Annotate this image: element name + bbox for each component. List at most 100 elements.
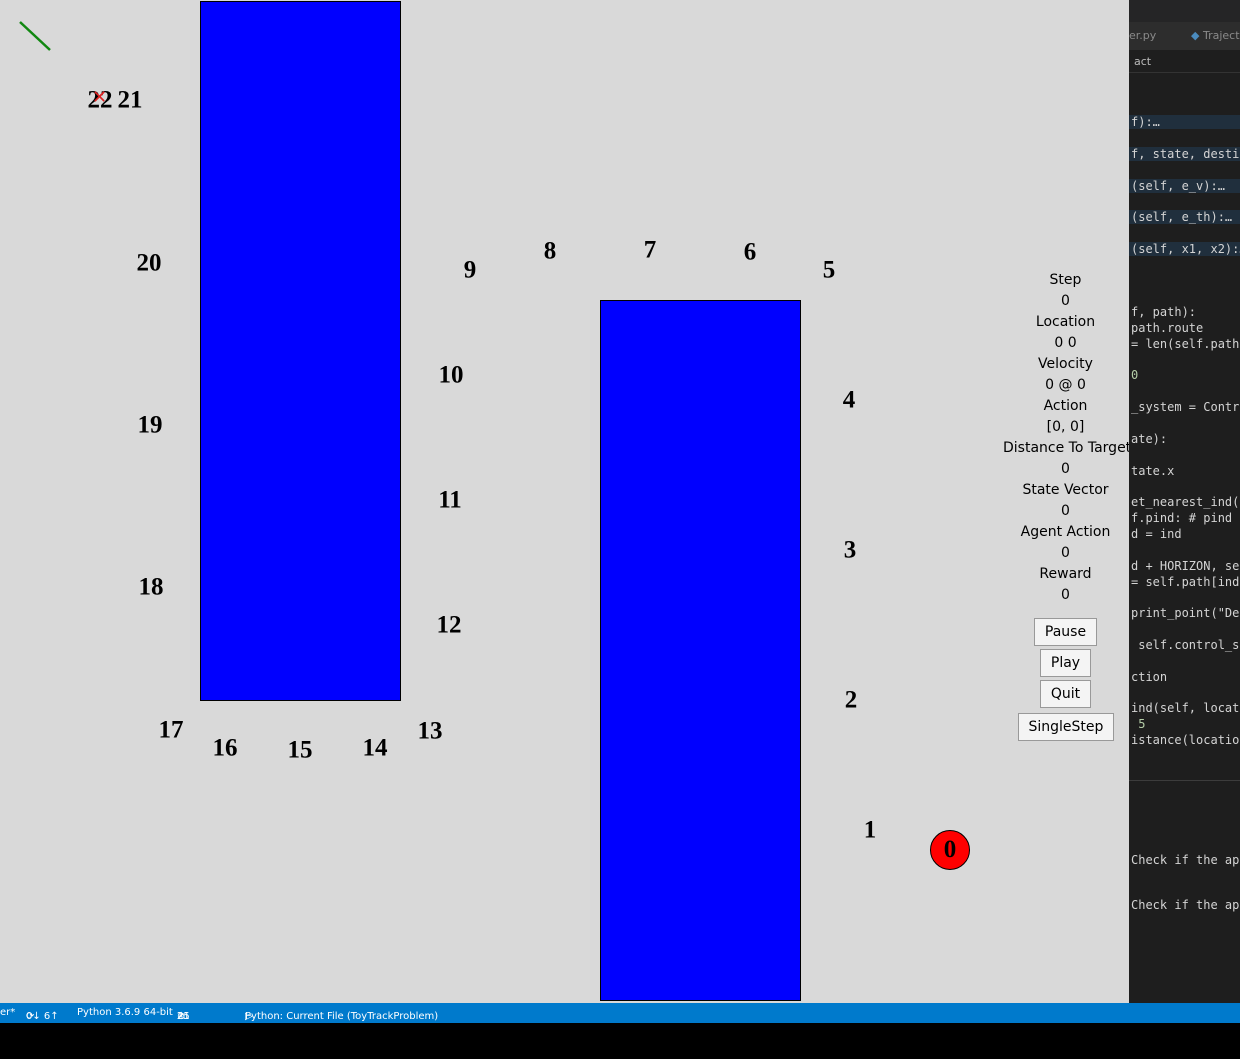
waypoint-1: 1 <box>863 816 877 844</box>
sync-icon: ⟳ <box>26 1011 35 1022</box>
title-bar <box>1129 0 1240 22</box>
code-line[interactable]: _system = Contro <box>1131 400 1240 414</box>
action-label: Action <box>1043 398 1088 414</box>
wall-left <box>200 1 401 701</box>
code-line[interactable]: tate.x <box>1131 464 1175 478</box>
code-line[interactable]: = self.path[ind] <box>1131 575 1240 589</box>
run-config-label: Python: Current File (ToyTrackProblem) <box>245 1011 439 1022</box>
code-line[interactable]: 5 <box>1131 717 1146 731</box>
fold-highlight <box>1129 147 1240 161</box>
waypoint-20: 20 <box>136 249 162 277</box>
play-icon: ▷ <box>245 1011 253 1022</box>
fold-highlight <box>1129 179 1240 193</box>
editor-tab-2[interactable]: ◆ Traject <box>1191 29 1240 42</box>
warning-count: 25 <box>177 1011 190 1022</box>
code-line[interactable]: f, path): <box>1131 305 1197 319</box>
waypoint-21: 21 <box>117 86 143 114</box>
pause-button[interactable]: Pause <box>1033 618 1098 646</box>
code-line[interactable]: self.control_sy <box>1131 638 1240 652</box>
fold-highlight <box>1129 242 1240 256</box>
agent-marker: 0 <box>930 830 970 870</box>
waypoint-17: 17 <box>158 716 184 744</box>
wall-right <box>600 300 801 1001</box>
code-line[interactable]: (self, e_th):… <box>1131 210 1233 224</box>
waypoint-9: 9 <box>463 256 477 284</box>
sync-counts: 0↓ 6↑ <box>26 1011 59 1022</box>
waypoint-10: 10 <box>438 361 464 389</box>
agent-action-label: Agent Action <box>1020 524 1111 540</box>
waypoint-14: 14 <box>362 734 388 762</box>
distance-label: Distance To Target <box>1003 440 1129 456</box>
python-file-icon: ◆ <box>1191 29 1200 42</box>
code-editor: er.py ◆ Traject act f):… f, state, desti… <box>1129 0 1240 1003</box>
code-line[interactable]: = len(self.path) <box>1131 337 1240 351</box>
desktop-background <box>0 1023 1240 1059</box>
editor-tab-1[interactable]: er.py <box>1129 29 1157 42</box>
waypoint-6: 6 <box>743 238 757 266</box>
velocity-value: 0 @ 0 <box>1045 377 1086 393</box>
warning-icon: ⚠ <box>177 1011 186 1022</box>
code-line[interactable]: path.route <box>1131 321 1204 335</box>
panel-divider <box>1129 780 1240 781</box>
state-vector-label: State Vector <box>1022 482 1109 498</box>
waypoint-22: 22 <box>87 86 113 114</box>
code-line[interactable]: 0 <box>1131 368 1139 382</box>
editor-tab-2-label: Traject <box>1202 29 1240 42</box>
singlestep-button[interactable]: SingleStep <box>1017 713 1114 741</box>
velocity-label: Velocity <box>1038 356 1093 372</box>
waypoint-16: 16 <box>212 734 238 762</box>
step-value: 0 <box>1061 293 1070 309</box>
code-line[interactable]: d + HORIZON, sel <box>1131 559 1240 573</box>
editor-tab-bar <box>1129 22 1240 50</box>
waypoint-13: 13 <box>417 717 443 745</box>
code-line[interactable]: istance(location <box>1131 733 1240 747</box>
waypoint-11: 11 <box>438 486 462 514</box>
git-branch[interactable]: er* <box>0 1007 16 1018</box>
distance-value: 0 <box>1061 461 1070 477</box>
agent-action-value: 0 <box>1061 545 1070 561</box>
agent-label: 0 <box>943 836 957 863</box>
waypoint-3: 3 <box>843 536 857 564</box>
code-line[interactable]: ction <box>1131 670 1168 684</box>
location-label: Location <box>1035 314 1096 330</box>
code-line[interactable]: (self, x1, x2):… <box>1131 242 1240 256</box>
fold-highlight <box>1129 115 1240 129</box>
quit-button[interactable]: Quit <box>1039 680 1092 708</box>
error-count: 21 <box>177 1011 190 1022</box>
breadcrumb[interactable]: act <box>1134 55 1152 68</box>
info-panel: Step 0 Location 0 0 Velocity 0 @ 0 Actio… <box>1003 270 1129 741</box>
code-line[interactable]: et_nearest_ind(l <box>1131 495 1240 509</box>
code-line[interactable]: d = ind <box>1131 527 1182 541</box>
action-value: [0, 0] <box>1046 419 1085 435</box>
code-line[interactable]: f):… <box>1131 115 1160 129</box>
code-line[interactable]: f.pind: # pind i <box>1131 511 1240 525</box>
reward-label: Reward <box>1039 566 1092 582</box>
waypoint-19: 19 <box>137 411 163 439</box>
state-vector-value: 0 <box>1061 503 1070 519</box>
code-line[interactable]: (self, e_v):… <box>1131 179 1225 193</box>
waypoint-15: 15 <box>287 736 313 764</box>
python-interpreter[interactable]: Python 3.6.9 64-bit <box>77 1007 173 1018</box>
waypoint-18: 18 <box>138 573 164 601</box>
waypoint-7: 7 <box>643 236 657 264</box>
waypoint-8: 8 <box>543 237 557 265</box>
location-value: 0 0 <box>1054 335 1077 351</box>
problem-message[interactable]: Check if the app <box>1131 853 1240 867</box>
waypoint-4: 4 <box>842 386 856 414</box>
code-line[interactable]: f, state, destin <box>1131 147 1240 161</box>
code-line[interactable]: ind(self, locati <box>1131 701 1240 715</box>
reward-value: 0 <box>1061 587 1070 603</box>
waypoint-5: 5 <box>822 256 836 284</box>
problem-message[interactable]: Check if the app <box>1131 898 1240 912</box>
target-x-icon: ✕ <box>92 87 108 108</box>
heading-indicator-line <box>19 21 51 51</box>
status-bar: er* ⟳ 0↓ 6↑ Python 3.6.9 64-bit ⊗ 21 ⚠ 2… <box>0 1003 1240 1023</box>
code-line[interactable]: ate): <box>1131 432 1168 446</box>
waypoint-12: 12 <box>436 611 462 639</box>
fold-highlight <box>1129 210 1240 224</box>
error-icon: ⊗ <box>177 1011 186 1022</box>
waypoint-2: 2 <box>844 686 858 714</box>
simulation-canvas: 1 2 3 4 5 6 7 8 9 10 11 12 13 14 15 16 1… <box>0 0 1129 1003</box>
play-button[interactable]: Play <box>1039 649 1092 677</box>
code-line[interactable]: print_point("Des <box>1131 606 1240 620</box>
